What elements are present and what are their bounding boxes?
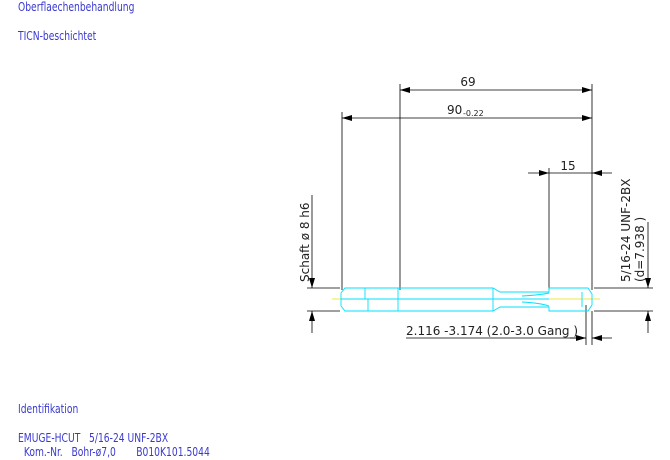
surface-treatment-value: TICN-beschichtet	[18, 29, 97, 43]
dimension-lines	[307, 84, 653, 345]
dim-69-label: 69	[460, 75, 475, 89]
shank-diameter-label: Schaft ø 8 h6	[298, 202, 312, 282]
identification-line-2: Kom.-Nr. Bohr-ø7,0 B010K101.5044	[18, 445, 210, 459]
chamfer-label: 2.116 -3.174 (2.0-3.0 Gang )	[406, 324, 578, 338]
identification-label: Identifikation	[18, 402, 79, 416]
thread-label: 5/16-24 UNF-2BX	[619, 179, 633, 282]
dim-15-label: 15	[560, 159, 575, 173]
dim-90-tolerance: -0.22	[463, 109, 484, 118]
dim-90-label: 90	[447, 103, 462, 117]
identification-line-1: EMUGE-HCUT 5/16-24 UNF-2BX	[18, 431, 169, 445]
surface-treatment-label: Oberflaechenbehandlung	[18, 0, 135, 14]
thread-diameter-label: (d=7.938 )	[633, 217, 647, 282]
tap-tool-outline	[340, 287, 593, 312]
